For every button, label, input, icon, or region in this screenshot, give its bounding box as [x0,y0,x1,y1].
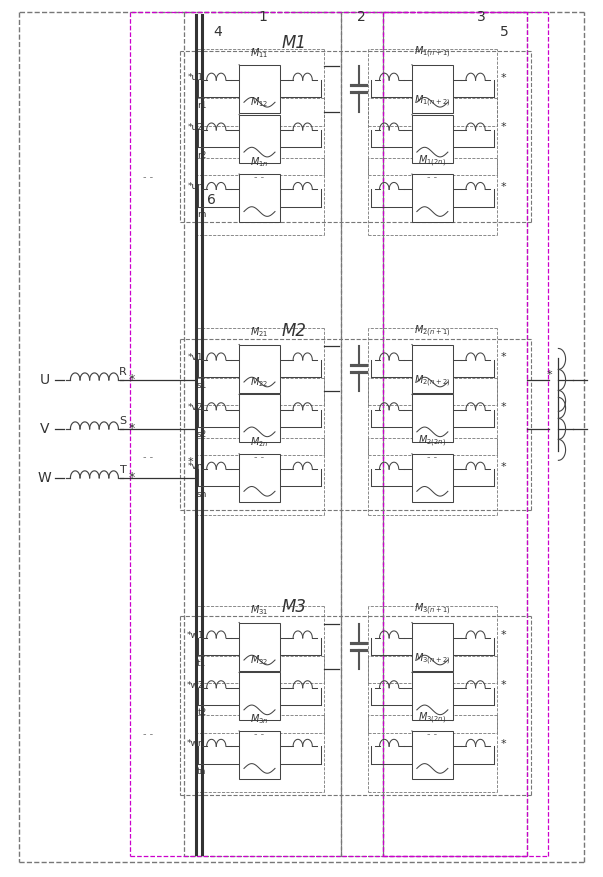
Text: *un: *un [188,182,204,191]
Text: - -: - - [254,730,265,739]
Text: sn: sn [197,490,207,499]
Text: *v1: *v1 [188,353,204,362]
Text: tn: tn [197,767,207,776]
Text: - -: - - [254,172,265,182]
Bar [412,174,453,222]
Bar [239,115,280,162]
Text: *wn: *wn [187,739,204,748]
Text: *: * [501,353,507,362]
Text: M1: M1 [282,34,307,53]
Text: $M_{3n}$: $M_{3n}$ [250,712,269,725]
Text: *: * [129,471,135,484]
Text: *: * [546,370,552,380]
Text: $M_{11}$: $M_{11}$ [250,46,269,60]
Text: W: W [38,471,51,485]
Text: $M_{3(n+1)}$: $M_{3(n+1)}$ [414,602,450,617]
Bar [412,65,453,113]
Text: M2: M2 [282,322,307,340]
Text: V: V [40,422,49,436]
Text: - -: - - [144,730,154,739]
Text: $M_{12}$: $M_{12}$ [250,96,268,110]
Bar [239,174,280,222]
Bar [412,623,453,671]
Text: $M_{2(n+1)}$: $M_{2(n+1)}$ [414,324,450,339]
Text: $M_{2n}$: $M_{2n}$ [250,435,269,448]
Text: U: U [40,373,49,387]
Text: *w1: *w1 [187,631,204,640]
Text: *w2: *w2 [187,681,204,689]
Text: *u1: *u1 [188,73,204,82]
Text: $M_{32}$: $M_{32}$ [250,653,268,667]
Text: *: * [501,461,507,472]
Bar [412,115,453,162]
Text: t1: t1 [197,659,207,667]
Bar [239,453,280,502]
Text: - -: - - [144,172,154,182]
Bar [239,345,280,393]
Text: - -: - - [428,172,437,182]
Text: $M_{2(n+2)}$: $M_{2(n+2)}$ [414,374,450,389]
Bar [239,623,280,671]
Text: 3: 3 [477,11,486,25]
Text: $M_{3(n+2)}$: $M_{3(n+2)}$ [414,652,450,667]
Text: 5: 5 [500,25,509,39]
Bar [412,453,453,502]
Text: rn: rn [197,210,207,219]
Text: M3: M3 [282,598,307,617]
Text: *u2: *u2 [188,123,204,132]
Bar [412,731,453,779]
Text: S: S [119,416,127,426]
Text: 6: 6 [207,193,216,207]
Text: - -: - - [144,452,154,462]
Text: $M_{1(n+2)}$: $M_{1(n+2)}$ [414,94,450,110]
Text: R: R [119,367,127,377]
Bar [412,345,453,393]
Text: *: * [129,423,135,435]
Text: *: * [501,681,507,690]
Text: $M_{31}$: $M_{31}$ [250,603,269,617]
Text: t2: t2 [197,709,206,717]
Text: *vn: *vn [188,462,204,471]
Bar [239,731,280,779]
Text: $M_{21}$: $M_{21}$ [250,325,269,339]
Text: *: * [501,403,507,412]
Bar [239,673,280,720]
Text: $M_{1(n+1)}$: $M_{1(n+1)}$ [414,44,450,60]
Text: $M_{2(2n)}$: $M_{2(2n)}$ [418,433,446,448]
Text: $M_{1(2n)}$: $M_{1(2n)}$ [418,153,446,168]
Text: 2: 2 [357,11,366,25]
Text: *v2: *v2 [188,403,204,411]
Text: 1: 1 [258,11,267,25]
Bar [239,395,280,442]
Text: *: * [188,457,194,467]
Text: *: * [501,738,507,749]
Text: *: * [501,123,507,132]
Text: r2: r2 [197,151,207,160]
Text: - -: - - [428,730,437,739]
Text: *: * [501,182,507,192]
Text: 4: 4 [213,25,222,39]
Text: s1: s1 [197,381,207,389]
Bar [412,673,453,720]
Text: s2: s2 [197,431,207,439]
Text: *: * [501,631,507,640]
Text: $M_{3(2n)}$: $M_{3(2n)}$ [418,710,446,725]
Text: - -: - - [254,452,265,462]
Text: - -: - - [428,452,437,462]
Text: *: * [129,374,135,387]
Text: *: * [501,73,507,82]
Text: $M_{22}$: $M_{22}$ [250,375,268,389]
Bar [412,395,453,442]
Text: T: T [120,465,127,475]
Bar [239,65,280,113]
Text: r1: r1 [197,101,207,110]
Text: $M_{1n}$: $M_{1n}$ [250,155,269,168]
